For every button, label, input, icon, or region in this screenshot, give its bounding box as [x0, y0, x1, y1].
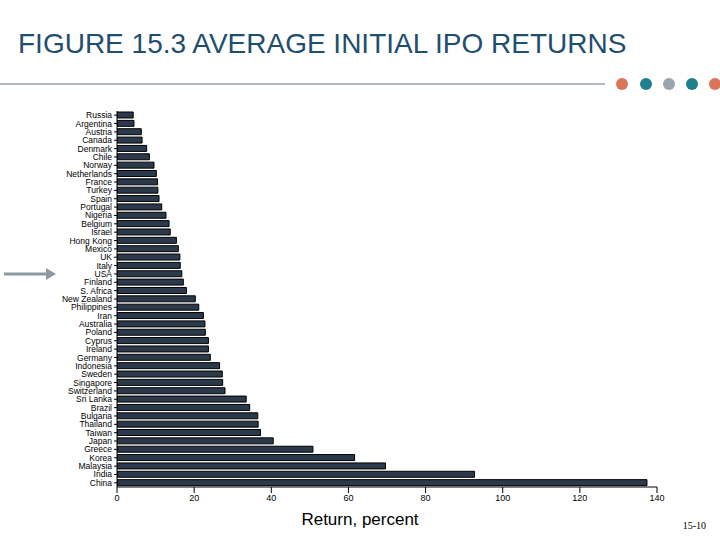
svg-text:Iran: Iran — [97, 310, 112, 321]
svg-text:0: 0 — [114, 493, 119, 503]
svg-text:USA: USA — [94, 269, 112, 279]
svg-text:Australia: Australia — [78, 319, 112, 330]
svg-text:100: 100 — [495, 493, 510, 503]
svg-text:Sweden: Sweden — [81, 369, 112, 380]
svg-text:Brazil: Brazil — [90, 402, 112, 413]
svg-text:Poland: Poland — [85, 327, 112, 338]
svg-text:Sri Lanka: Sri Lanka — [76, 394, 112, 405]
svg-text:20: 20 — [189, 493, 199, 503]
html-text:Return, percent: Return, percent — [301, 510, 419, 529]
svg-text:Argentina: Argentina — [75, 118, 112, 129]
svg-text:Russia: Russia — [86, 110, 112, 121]
svg-text:Indonesia: Indonesia — [75, 360, 112, 371]
svg-text:Nigeria: Nigeria — [85, 210, 112, 221]
svg-text:Spain: Spain — [90, 193, 112, 204]
svg-text:S. Africa: S. Africa — [80, 285, 112, 296]
svg-text:UK: UK — [100, 252, 112, 263]
svg-text:Philippines: Philippines — [70, 302, 112, 313]
svg-text:Belgium: Belgium — [81, 218, 112, 229]
svg-text:Bulgaria: Bulgaria — [80, 411, 112, 421]
svg-text:40: 40 — [266, 493, 276, 503]
svg-text:Thailand: Thailand — [79, 419, 112, 430]
svg-text:Germany: Germany — [77, 352, 112, 363]
svg-text:Austria: Austria — [85, 126, 112, 137]
svg-text:Cyprus: Cyprus — [85, 335, 112, 346]
svg-text:Italy: Italy — [96, 260, 112, 271]
svg-text:Norway: Norway — [83, 160, 112, 171]
svg-text:80: 80 — [421, 493, 431, 503]
html-text:15-10: 15-10 — [682, 520, 706, 531]
svg-text:India: India — [93, 469, 112, 480]
svg-text:Finland: Finland — [84, 277, 112, 288]
svg-text:Israel: Israel — [91, 227, 112, 238]
svg-text:Netherlands: Netherlands — [66, 168, 112, 179]
svg-text:Taiwan: Taiwan — [85, 427, 112, 438]
svg-text:Korea: Korea — [89, 452, 112, 463]
svg-text:120: 120 — [572, 493, 587, 503]
svg-text:Denmark: Denmark — [77, 143, 112, 154]
svg-text:60: 60 — [343, 493, 353, 503]
svg-text:New Zealand: New Zealand — [61, 294, 112, 304]
svg-text:France: France — [85, 177, 112, 187]
svg-text:Chile: Chile — [92, 152, 112, 162]
svg-text:Greece: Greece — [84, 444, 112, 455]
svg-text:Turkey: Turkey — [86, 185, 112, 196]
svg-text:China: China — [90, 478, 112, 488]
html-text:FIGURE 15.3 AVERAGE INITIAL IP: FIGURE 15.3 AVERAGE INITIAL IPO RETURNS — [18, 28, 627, 59]
svg-text:Malaysia: Malaysia — [78, 461, 112, 472]
svg-text:140: 140 — [649, 493, 664, 503]
svg-text:Portugal: Portugal — [80, 202, 112, 213]
svg-text:Ireland: Ireland — [86, 344, 112, 355]
svg-text:Singapore: Singapore — [73, 377, 112, 388]
svg-text:Switzerland: Switzerland — [68, 385, 112, 396]
svg-text:Hong Kong: Hong Kong — [69, 235, 112, 246]
svg-text:Canada: Canada — [82, 135, 112, 146]
svg-text:Japan: Japan — [88, 436, 112, 447]
svg-text:Mexico: Mexico — [85, 243, 112, 254]
